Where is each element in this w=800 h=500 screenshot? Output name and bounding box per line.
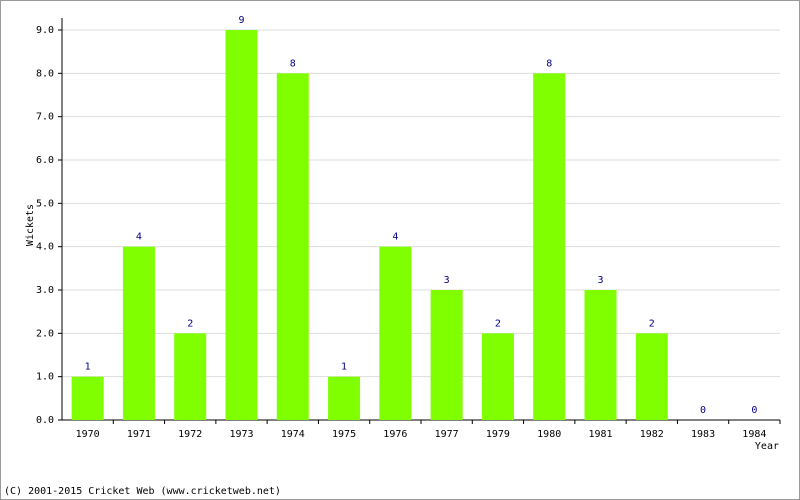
x-tick-label: 1983 <box>691 429 715 440</box>
x-tick-label: 1976 <box>383 429 407 440</box>
bar <box>71 376 104 420</box>
value-label: 4 <box>392 232 398 243</box>
value-label: 0 <box>700 405 706 416</box>
y-tick-label: 0.0 <box>36 415 54 426</box>
x-tick-label: 1981 <box>588 429 612 440</box>
y-tick-label: 3.0 <box>36 285 54 296</box>
value-label: 2 <box>187 318 193 329</box>
x-axis-label: Year <box>755 441 779 452</box>
bar <box>225 30 258 420</box>
bar <box>533 73 566 420</box>
value-label: 1 <box>85 362 91 373</box>
value-label: 2 <box>495 318 501 329</box>
value-label: 4 <box>136 232 142 243</box>
y-tick-label: 9.0 <box>36 25 54 36</box>
x-tick-label: 1974 <box>281 429 305 440</box>
value-label: 8 <box>546 58 552 69</box>
value-label: 2 <box>649 318 655 329</box>
y-axis-label: Wickets <box>25 204 36 246</box>
value-label: 8 <box>290 58 296 69</box>
bar <box>584 290 617 420</box>
bar <box>174 333 207 420</box>
bar <box>328 376 361 420</box>
y-tick-label: 8.0 <box>36 68 54 79</box>
y-tick-label: 4.0 <box>36 242 54 253</box>
bar <box>276 73 309 420</box>
bar <box>122 246 155 420</box>
x-tick-label: 1972 <box>178 429 202 440</box>
x-tick-label: 1980 <box>537 429 561 440</box>
y-tick-label: 6.0 <box>36 155 54 166</box>
value-label: 1 <box>341 362 347 373</box>
value-label: 9 <box>238 15 244 26</box>
y-tick-label: 7.0 <box>36 112 54 123</box>
y-tick-label: 1.0 <box>36 372 54 383</box>
x-tick-label: 1979 <box>486 429 510 440</box>
footer: (C) 2001-2015 Cricket Web (www.cricketwe… <box>4 486 281 497</box>
x-tick-label: 1982 <box>640 429 664 440</box>
y-tick-label: 5.0 <box>36 198 54 209</box>
x-tick-label: 1971 <box>127 429 151 440</box>
x-tick-label: 1970 <box>76 429 100 440</box>
x-tick-label: 1984 <box>742 429 766 440</box>
bar <box>635 333 668 420</box>
x-tick-label: 1977 <box>435 429 459 440</box>
bar <box>379 246 412 420</box>
value-label: 0 <box>751 405 757 416</box>
bar <box>430 290 463 420</box>
x-tick-label: 1973 <box>229 429 253 440</box>
value-label: 3 <box>597 275 603 286</box>
value-label: 3 <box>444 275 450 286</box>
x-tick-label: 1975 <box>332 429 356 440</box>
bar <box>481 333 514 420</box>
y-tick-label: 2.0 <box>36 328 54 339</box>
